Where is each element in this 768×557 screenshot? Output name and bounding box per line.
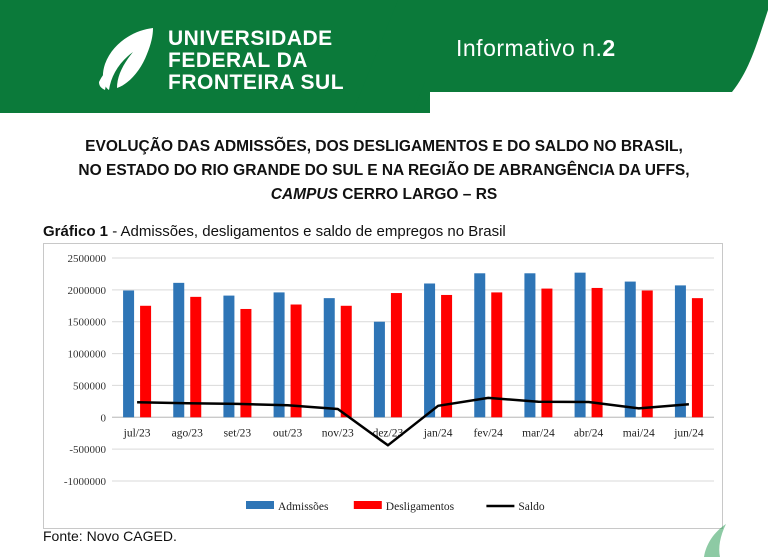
university-name: UNIVERSIDADE FEDERAL DA FRONTEIRA SUL	[168, 28, 344, 94]
legend-label: Saldo	[518, 501, 544, 513]
legend-swatch	[246, 501, 274, 509]
title-line-3: CAMPUS CERRO LARGO – RS	[20, 183, 748, 207]
desligamentos-bar	[541, 288, 553, 418]
x-tick-label: set/23	[224, 427, 252, 439]
x-tick-label: ago/23	[172, 427, 204, 439]
admissoes-bar	[273, 292, 285, 418]
desligamentos-bar	[340, 305, 352, 418]
logo-line-2: FEDERAL DA	[168, 49, 308, 72]
desligamentos-bar	[491, 292, 503, 418]
chart-frame: 2500000 2000000 1500000 1000000 500000 0 -5000…	[43, 243, 723, 529]
legend-swatch	[353, 501, 382, 509]
y-tick-label: -1000000	[64, 476, 107, 488]
admissoes-bar	[373, 321, 385, 418]
leaf-decoration-icon	[704, 524, 726, 557]
y-tick-label: 1000000	[68, 349, 107, 361]
informativo-number: 2	[602, 35, 616, 61]
desligamentos-bar	[140, 305, 152, 418]
title-campus-name: CERRO LARGO – RS	[337, 186, 498, 203]
x-tick-label: jul/23	[123, 427, 151, 439]
admissoes-bar	[574, 272, 586, 418]
admissoes-bar	[123, 290, 135, 418]
y-tick-label: 1500000	[68, 317, 107, 329]
desligamentos-bar	[591, 287, 603, 418]
saldo-line	[137, 396, 690, 447]
header-green-right-block	[425, 0, 768, 92]
source-note: Fonte: Novo CAGED.	[43, 528, 177, 544]
chart-caption: Gráfico 1 - Admissões, desligamentos e s…	[43, 223, 506, 240]
x-tick-label: out/23	[273, 427, 303, 439]
y-tick-label: 2000000	[68, 285, 107, 297]
title-campus: CAMPUS	[270, 186, 338, 203]
x-tick-label: abr/24	[574, 427, 604, 439]
desligamentos-bar	[190, 296, 202, 418]
admissoes-bar	[424, 283, 436, 418]
legend-label: Desligamentos	[386, 501, 455, 513]
admissoes-bar	[173, 282, 185, 418]
x-tick-label: mai/24	[623, 427, 655, 439]
x-tick-label: fev/24	[474, 427, 504, 439]
ufs-leaf-logo-icon	[99, 28, 153, 90]
x-tick-label: jan/24	[423, 427, 453, 439]
desligamentos-bar	[290, 304, 302, 418]
header-banner: UNIVERSIDADE FEDERAL DA FRONTEIRA SUL In…	[0, 0, 768, 113]
y-tick-label: 0	[101, 412, 107, 424]
admissoes-bar	[323, 298, 335, 418]
admissoes-bar	[624, 281, 636, 418]
admissoes-bar	[524, 273, 536, 418]
logo-line-1: UNIVERSIDADE	[168, 27, 333, 50]
x-tick-label: nov/23	[322, 427, 354, 439]
informativo-prefix: Informativo n.	[456, 35, 603, 61]
y-tick-label: -500000	[69, 444, 106, 456]
desligamentos-bar	[641, 290, 653, 418]
chart-caption-text: - Admissões, desligamentos e saldo de em…	[108, 223, 506, 240]
x-tick-label: mar/24	[522, 427, 555, 439]
logo-line-3: FRONTEIRA SUL	[168, 71, 345, 94]
corner-decoration	[732, 10, 768, 92]
page-title: EVOLUÇÃO DAS ADMISSÕES, DOS DESLIGAMENTO…	[20, 135, 748, 207]
title-line-1: EVOLUÇÃO DAS ADMISSÕES, DOS DESLIGAMENTO…	[85, 138, 683, 155]
informativo-title: Informativo n.2	[456, 35, 616, 62]
chart-caption-label: Gráfico 1	[43, 223, 109, 240]
x-tick-label: jun/24	[673, 427, 704, 439]
y-tick-label: 2500000	[68, 253, 107, 265]
x-tick-label: dez/23	[373, 427, 404, 439]
desligamentos-bar	[441, 294, 453, 418]
admissoes-bar	[223, 295, 235, 418]
desligamentos-bar	[691, 298, 703, 418]
title-line-2: NO ESTADO DO RIO GRANDE DO SUL E NA REGI…	[78, 162, 690, 179]
desligamentos-bar	[240, 308, 252, 418]
desligamentos-bar	[390, 293, 402, 418]
admissoes-bar	[674, 285, 686, 418]
y-tick-label: 500000	[73, 380, 107, 392]
header-green-block	[0, 0, 430, 113]
legend-label: Admissões	[278, 501, 329, 513]
bar-line-chart: 2500000 2000000 1500000 1000000 500000 0 -5000…	[64, 253, 714, 513]
admissoes-bar	[474, 273, 486, 418]
